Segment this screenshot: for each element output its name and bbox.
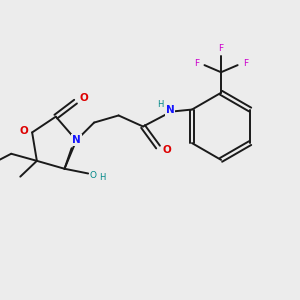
Text: F: F <box>194 59 199 68</box>
Text: N: N <box>72 135 81 145</box>
Text: O: O <box>89 171 96 180</box>
Text: F: F <box>218 44 224 53</box>
Text: O: O <box>162 145 171 155</box>
Text: F: F <box>243 59 248 68</box>
Text: O: O <box>79 93 88 103</box>
Text: H: H <box>157 100 164 109</box>
Text: H: H <box>99 173 105 182</box>
Text: O: O <box>19 126 28 136</box>
Text: N: N <box>166 105 175 115</box>
